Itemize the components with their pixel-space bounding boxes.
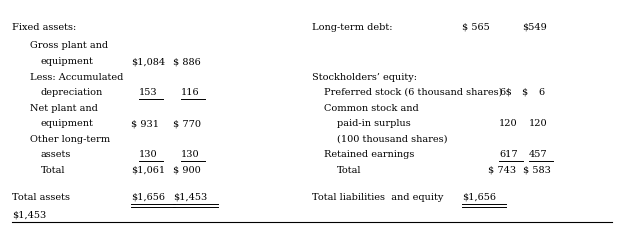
Text: $ 900: $ 900	[173, 165, 201, 174]
Text: $ 886: $ 886	[173, 57, 201, 66]
Text: $1,453: $1,453	[12, 210, 47, 219]
Text: 120: 120	[499, 118, 518, 128]
Text: $: $	[521, 87, 527, 96]
Text: Total: Total	[337, 165, 361, 174]
Text: Common stock and: Common stock and	[324, 103, 419, 112]
Text: $1,453: $1,453	[173, 192, 208, 201]
Text: Total assets: Total assets	[12, 192, 71, 201]
Text: 457: 457	[529, 149, 548, 158]
Text: equipment: equipment	[41, 118, 94, 128]
Text: Total: Total	[41, 165, 65, 174]
Text: Preferred stock (6 thousand shares) $: Preferred stock (6 thousand shares) $	[324, 87, 512, 96]
Text: 6: 6	[538, 87, 544, 96]
Text: Stockholders’ equity:: Stockholders’ equity:	[312, 73, 417, 82]
Text: Long-term debt:: Long-term debt:	[312, 23, 392, 32]
Text: $ 931: $ 931	[131, 118, 159, 128]
Text: Less: Accumulated: Less: Accumulated	[30, 73, 124, 82]
Text: $1,656: $1,656	[131, 192, 165, 201]
Text: $549: $549	[522, 23, 547, 32]
Text: $ 770: $ 770	[173, 118, 202, 128]
Text: Retained earnings: Retained earnings	[324, 149, 415, 158]
Text: (100 thousand shares): (100 thousand shares)	[337, 134, 447, 143]
Text: depreciation: depreciation	[41, 87, 103, 96]
Text: 116: 116	[181, 87, 200, 96]
Text: $1,656: $1,656	[462, 192, 495, 201]
Text: Total liabilities  and equity: Total liabilities and equity	[312, 192, 444, 201]
Text: Fixed assets:: Fixed assets:	[12, 23, 77, 32]
Text: Gross plant and: Gross plant and	[30, 41, 108, 50]
Text: 617: 617	[499, 149, 518, 158]
Text: 120: 120	[529, 118, 548, 128]
Text: Net plant and: Net plant and	[30, 103, 98, 112]
Text: 6: 6	[499, 87, 505, 96]
Text: $ 583: $ 583	[523, 165, 551, 174]
Text: paid-in surplus: paid-in surplus	[337, 118, 411, 128]
Text: 153: 153	[139, 87, 157, 96]
Text: 130: 130	[139, 149, 157, 158]
Text: $1,084: $1,084	[131, 57, 165, 66]
Text: assets: assets	[41, 149, 71, 158]
Text: $1,061: $1,061	[131, 165, 165, 174]
Text: $ 743: $ 743	[488, 165, 516, 174]
Text: Other long-term: Other long-term	[30, 134, 110, 143]
Text: equipment: equipment	[41, 57, 94, 66]
Text: 130: 130	[181, 149, 200, 158]
Text: $ 565: $ 565	[462, 23, 489, 32]
